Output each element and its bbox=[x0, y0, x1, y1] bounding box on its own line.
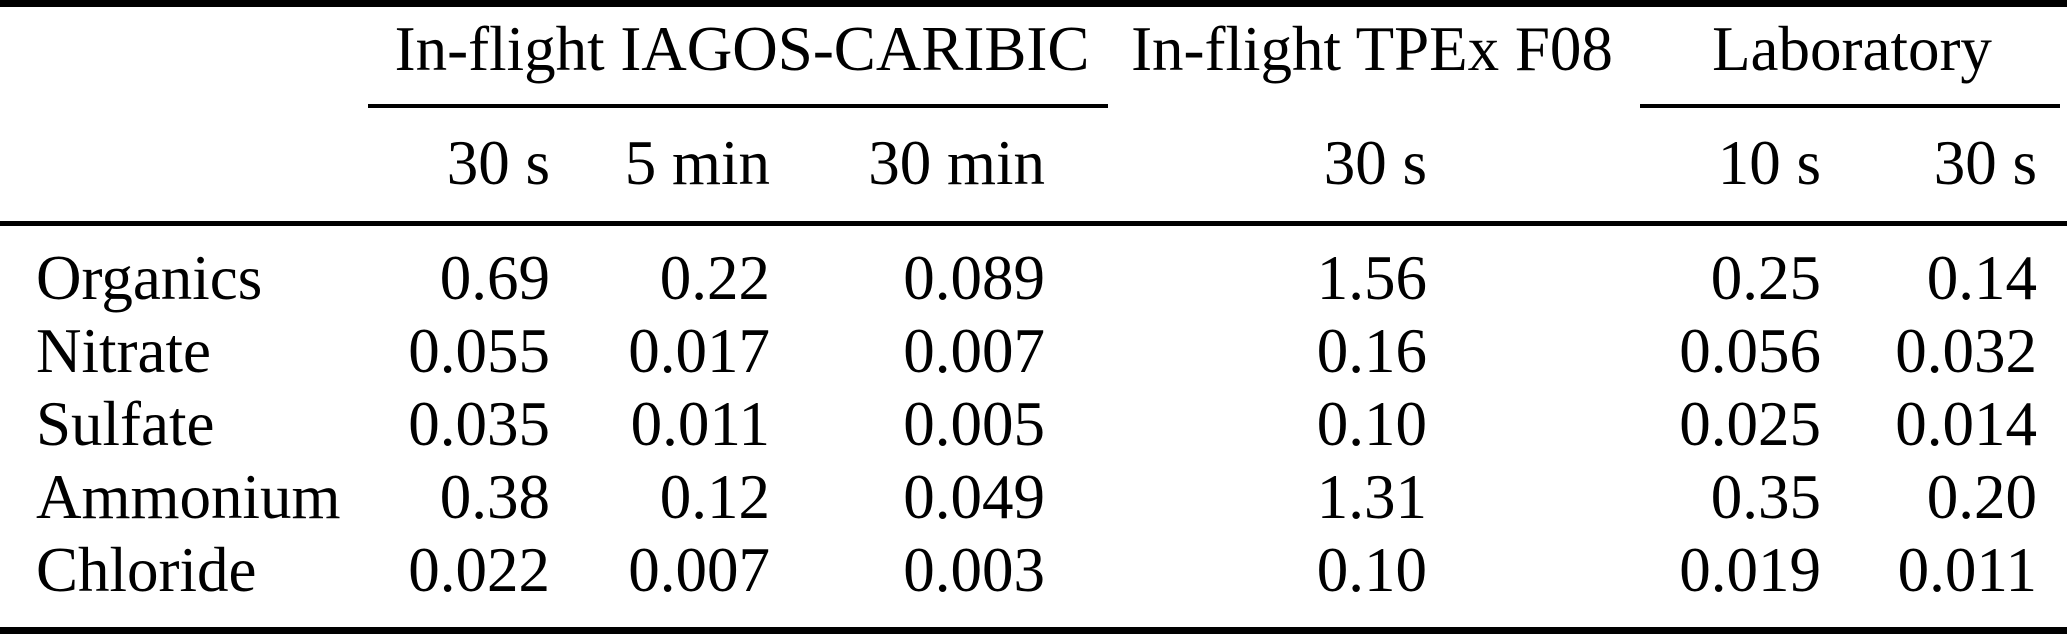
group-header-laboratory: Laboratory bbox=[1712, 14, 1992, 84]
cell-value: 0.22 bbox=[659, 243, 770, 313]
column-header-empty bbox=[0, 127, 320, 200]
cell-value: 0.007 bbox=[628, 535, 770, 605]
cell-value: 1.56 bbox=[1316, 243, 1427, 313]
cell-value: 0.20 bbox=[1926, 462, 2037, 532]
table-row-nitrate: Nitrate 0.055 0.017 0.007 0.16 0.056 0.0… bbox=[0, 315, 2067, 388]
group-header-tpex-f08: In-flight TPEx F08 bbox=[1131, 14, 1613, 84]
cell-value: 0.69 bbox=[439, 243, 550, 313]
cmidrule-iagos-caribic bbox=[368, 104, 1108, 108]
cell-value: 0.019 bbox=[1679, 535, 1821, 605]
cell-value: 0.003 bbox=[903, 535, 1045, 605]
cmidrule-laboratory bbox=[1640, 104, 2060, 108]
cell-value: 0.014 bbox=[1895, 389, 2037, 459]
row-label: Sulfate bbox=[36, 389, 215, 459]
cell-value: 0.017 bbox=[628, 316, 770, 386]
cell-value: 0.011 bbox=[1897, 535, 2037, 605]
column-header-tpex-30s: 30 s bbox=[1323, 128, 1427, 198]
cell-value: 0.055 bbox=[408, 316, 550, 386]
row-label: Organics bbox=[36, 243, 263, 313]
mid-rule bbox=[0, 221, 2067, 226]
column-header-caribic-5min: 5 min bbox=[624, 128, 770, 198]
cell-value: 0.38 bbox=[439, 462, 550, 532]
cell-value: 0.022 bbox=[408, 535, 550, 605]
cell-value: 0.005 bbox=[903, 389, 1045, 459]
group-header-iagos-caribic: In-flight IAGOS-CARIBIC bbox=[394, 14, 1090, 84]
cell-value: 0.032 bbox=[1895, 316, 2037, 386]
cell-value: 0.049 bbox=[903, 462, 1045, 532]
cell-value: 0.025 bbox=[1679, 389, 1821, 459]
row-label: Chloride bbox=[36, 535, 257, 605]
cell-value: 0.25 bbox=[1710, 243, 1821, 313]
table-row-chloride: Chloride 0.022 0.007 0.003 0.10 0.019 0.… bbox=[0, 534, 2067, 607]
table-row-ammonium: Ammonium 0.38 0.12 0.049 1.31 0.35 0.20 bbox=[0, 461, 2067, 534]
row-label: Ammonium bbox=[36, 462, 341, 532]
cell-value: 0.12 bbox=[659, 462, 770, 532]
cell-value: 0.011 bbox=[630, 389, 770, 459]
cell-value: 0.056 bbox=[1679, 316, 1821, 386]
cell-value: 0.007 bbox=[903, 316, 1045, 386]
cell-value: 0.089 bbox=[903, 243, 1045, 313]
bottom-rule bbox=[0, 627, 2067, 634]
column-header-caribic-30s: 30 s bbox=[446, 128, 550, 198]
cell-value: 0.16 bbox=[1316, 316, 1427, 386]
cell-value: 0.35 bbox=[1710, 462, 1821, 532]
column-header-caribic-30min: 30 min bbox=[868, 128, 1045, 198]
cell-value: 0.10 bbox=[1316, 389, 1427, 459]
top-rule bbox=[0, 0, 2067, 7]
column-header-lab-10s: 10 s bbox=[1717, 128, 1821, 198]
cell-value: 0.035 bbox=[408, 389, 550, 459]
table-row-sulfate: Sulfate 0.035 0.011 0.005 0.10 0.025 0.0… bbox=[0, 388, 2067, 461]
column-header-lab-30s: 30 s bbox=[1933, 128, 2037, 198]
column-header-row: 30 s 5 min 30 min 30 s 10 s 30 s bbox=[0, 127, 2067, 200]
cell-value: 0.10 bbox=[1316, 535, 1427, 605]
row-label: Nitrate bbox=[36, 316, 211, 386]
cell-value: 1.31 bbox=[1316, 462, 1427, 532]
table-row-organics: Organics 0.69 0.22 0.089 1.56 0.25 0.14 bbox=[0, 242, 2067, 315]
cell-value: 0.14 bbox=[1926, 243, 2037, 313]
